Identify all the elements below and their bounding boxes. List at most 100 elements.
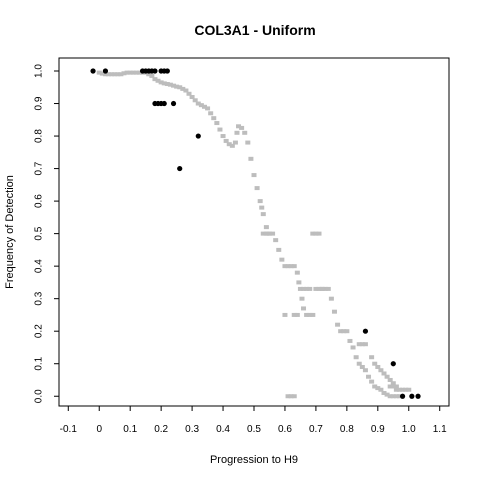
- gray-point: [96, 70, 102, 75]
- y-tick-label: 0.3: [34, 291, 45, 305]
- black-point: [362, 328, 369, 334]
- gray-point: [205, 106, 211, 111]
- gray-point: [211, 116, 217, 121]
- gray-point: [294, 270, 300, 275]
- gray-point: [239, 125, 245, 130]
- black-point: [90, 68, 96, 74]
- gray-point: [276, 247, 282, 252]
- gray-point: [291, 312, 297, 317]
- x-tick-label: 0.3: [185, 424, 199, 435]
- x-tick-label: 0.4: [216, 424, 230, 435]
- gray-point: [316, 231, 322, 236]
- y-axis-label: Frequency of Detection: [4, 175, 16, 289]
- gray-point: [396, 394, 402, 399]
- gray-point: [375, 364, 381, 369]
- gray-point: [393, 387, 399, 392]
- gray-point: [195, 101, 201, 106]
- gray-point: [304, 312, 310, 317]
- gray-point: [118, 72, 124, 77]
- gray-point: [174, 84, 180, 89]
- gray-point: [362, 342, 368, 347]
- gray-point: [99, 71, 105, 76]
- gray-point: [183, 88, 189, 93]
- gray-point: [279, 257, 285, 262]
- gray-point: [406, 387, 412, 392]
- gray-point: [158, 80, 164, 85]
- gray-point: [387, 384, 393, 389]
- gray-point: [304, 286, 310, 291]
- gray-point: [299, 296, 305, 301]
- black-point: [195, 133, 201, 139]
- black-point: [399, 393, 406, 399]
- gray-point: [313, 286, 319, 291]
- gray-point: [378, 368, 384, 373]
- gray-point: [353, 355, 359, 360]
- gray-point: [313, 231, 319, 236]
- gray-point: [390, 384, 396, 389]
- gray-point: [331, 309, 337, 314]
- gray-point: [248, 156, 254, 161]
- gray-point: [282, 312, 288, 317]
- x-tick-label: 0.1: [123, 424, 137, 435]
- gray-point: [273, 238, 279, 243]
- x-tick-label: 0.2: [154, 424, 168, 435]
- x-tick-label: 0.8: [340, 424, 354, 435]
- x-tick-label: 0.9: [371, 424, 385, 435]
- x-tick-label: 1.0: [402, 424, 416, 435]
- black-point: [152, 68, 158, 74]
- y-tick-label: 1.0: [34, 64, 45, 78]
- gray-point: [266, 231, 272, 236]
- gray-point: [257, 199, 263, 204]
- gray-point: [263, 225, 269, 230]
- gray-point: [296, 280, 302, 285]
- black-point: [164, 68, 170, 74]
- black-point: [415, 393, 421, 399]
- gray-point: [127, 70, 133, 75]
- gray-point: [177, 85, 183, 90]
- gray-point: [201, 104, 207, 109]
- plot-frame: [58, 57, 450, 407]
- gray-point: [288, 264, 294, 269]
- gray-point: [106, 72, 112, 77]
- gray-point: [322, 286, 328, 291]
- gray-point: [310, 312, 316, 317]
- x-tick-label: 0.5: [247, 424, 261, 435]
- gray-point: [393, 394, 399, 399]
- gray-point: [242, 130, 248, 135]
- gray-point: [307, 286, 313, 291]
- gray-point: [260, 212, 266, 217]
- gray-point: [341, 329, 347, 334]
- gray-point: [102, 72, 108, 77]
- gray-point: [217, 127, 223, 132]
- black-point: [161, 100, 167, 107]
- gray-point: [155, 78, 161, 83]
- gray-point: [400, 387, 406, 392]
- gray-point: [387, 377, 393, 382]
- gray-point: [307, 312, 313, 317]
- gray-point: [270, 231, 276, 236]
- gray-point: [378, 387, 384, 392]
- gray-point: [149, 73, 155, 78]
- gray-point: [260, 231, 266, 236]
- black-point: [177, 165, 183, 172]
- x-tick-label: 1.1: [433, 424, 447, 435]
- y-tick-label: 0.9: [34, 96, 45, 110]
- black-point: [390, 361, 396, 367]
- gray-point: [369, 379, 375, 384]
- gray-point: [356, 361, 362, 366]
- gray-point: [384, 374, 390, 379]
- y-tick-label: 0.1: [34, 356, 45, 370]
- gray-point: [316, 286, 322, 291]
- gray-point: [390, 381, 396, 386]
- gray-point: [229, 143, 235, 148]
- x-axis: -0.1 0 0.1 0.2 0.3 0.4 0.5 0.6 0.7 0.8 0.9 1.0 1.1: [60, 406, 447, 435]
- gray-point: [381, 371, 387, 376]
- gray-point: [369, 355, 375, 360]
- gray-point: [152, 77, 158, 82]
- gray-point: [393, 384, 399, 389]
- gray-point: [381, 390, 387, 395]
- gray-point: [282, 264, 288, 269]
- gray-point: [121, 71, 127, 76]
- gray-point: [387, 394, 393, 399]
